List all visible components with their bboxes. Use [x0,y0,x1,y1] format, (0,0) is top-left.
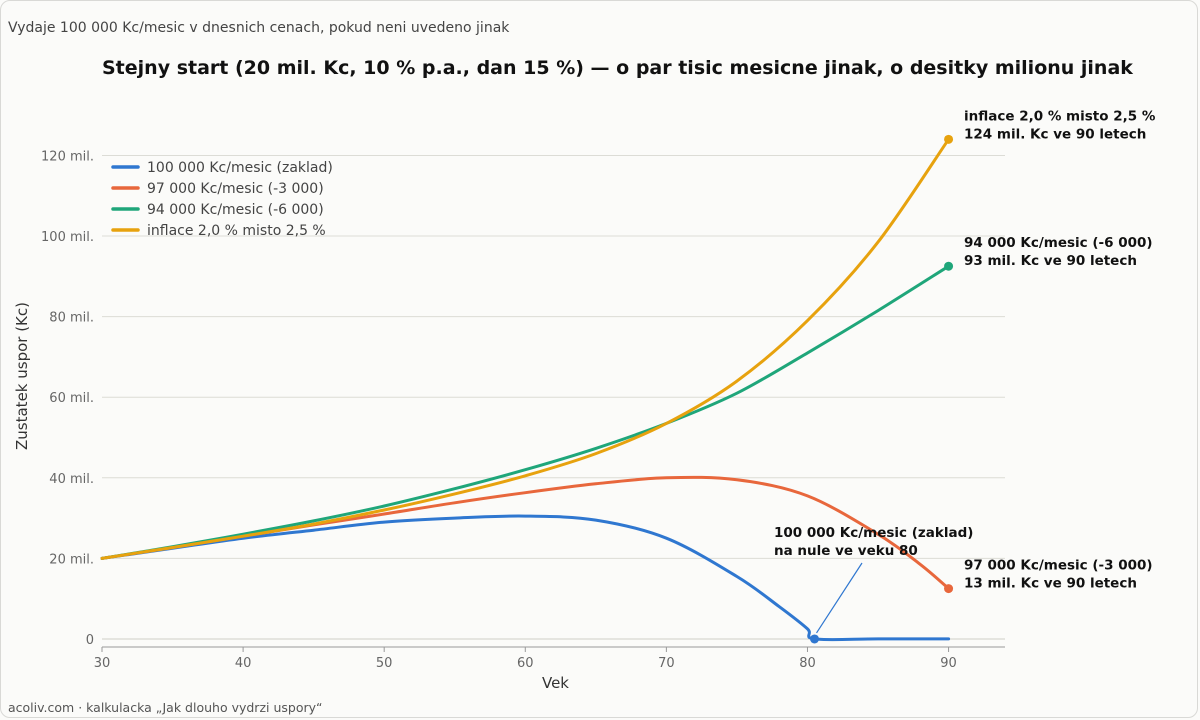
footer-credit: acoliv.com · kalkulacka „Jak dlouho vydr… [8,700,323,715]
series-line-1 [100,514,951,642]
legend-entry: 94 000 Kc/mesic (-6 000) [147,202,324,218]
series-line-4 [100,137,951,560]
annotation-marker [944,584,954,594]
y-tick-label: 40 mil. [49,472,94,487]
x-tick-label: 60 [517,656,534,671]
y-tick-label: 120 mil. [41,149,94,164]
x-tick-label: 80 [799,656,816,671]
annotation-label: 100 000 Kc/mesic (zaklad) [774,525,973,541]
annotation-marker [944,261,954,271]
x-tick-label: 90 [940,656,957,671]
x-tick-label: 40 [235,656,252,671]
annotation-label: 13 mil. Kc ve 90 letech [964,576,1137,592]
x-tick-label: 50 [376,656,393,671]
y-tick-label: 20 mil. [49,552,94,567]
annotation-label: inflace 2,0 % misto 2,5 % [964,108,1156,124]
annotation-label: 94 000 Kc/mesic (-6 000) [964,235,1153,251]
y-tick-label: 60 mil. [49,391,94,406]
x-axis-label: Vek [542,674,569,692]
x-tick-label: 70 [658,656,675,671]
series-line-3 [100,264,951,560]
y-tick-label: 80 mil. [49,311,94,326]
annotation-label: 97 000 Kc/mesic (-3 000) [964,558,1153,574]
annotation-label: 93 mil. Kc ve 90 letech [964,253,1137,269]
annotation-label: 124 mil. Kc ve 90 letech [964,126,1146,142]
legend-entry: 97 000 Kc/mesic (-3 000) [147,181,324,197]
legend-entry: 100 000 Kc/mesic (zaklad) [147,160,333,176]
annotation-label: na nule ve veku 80 [774,543,918,559]
y-axis-label: Zustatek uspor (Kc) [13,302,31,450]
chart-subtitle: Vydaje 100 000 Kc/mesic v dnesnich cenac… [8,20,510,36]
legend-entry: inflace 2,0 % misto 2,5 % [147,223,326,239]
y-tick-label: 100 mil. [41,230,94,245]
x-tick-label: 30 [94,656,111,671]
y-tick-label: 0 [86,633,94,648]
chart-title: Stejny start (20 mil. Kc, 10 % p.a., dan… [102,57,1133,79]
annotation-marker [944,134,954,144]
annotation-marker [810,634,820,644]
annotation-arrow [816,562,863,634]
